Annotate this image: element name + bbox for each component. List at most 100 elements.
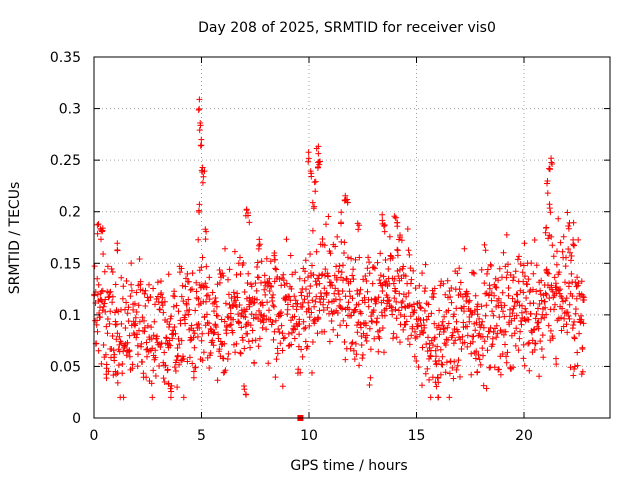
- data-point: [144, 346, 151, 353]
- data-point: [193, 279, 200, 286]
- data-point: [309, 199, 316, 206]
- data-point: [132, 320, 139, 327]
- data-point: [225, 350, 232, 357]
- data-point: [226, 301, 233, 308]
- data-point: [471, 270, 478, 277]
- data-point: [200, 173, 207, 180]
- data-point: [458, 346, 465, 352]
- data-point: [486, 328, 493, 335]
- data-point: [559, 248, 566, 255]
- data-point: [519, 302, 525, 309]
- data-point: [574, 274, 581, 281]
- data-point: [377, 250, 384, 257]
- data-point: [245, 270, 252, 277]
- data-point: [567, 249, 573, 256]
- data-point: [446, 370, 453, 377]
- data-point: [167, 315, 174, 322]
- data-point: [555, 287, 562, 294]
- data-point: [394, 246, 401, 253]
- data-point: [299, 299, 306, 306]
- data-point: [280, 271, 287, 278]
- data-point: [213, 324, 220, 330]
- data-point: [453, 366, 460, 373]
- data-point: [99, 287, 106, 294]
- data-point: [512, 342, 519, 349]
- data-point: [490, 312, 497, 319]
- data-point: [244, 280, 251, 286]
- data-point: [454, 270, 461, 277]
- data-point: [446, 394, 453, 401]
- data-point: [178, 293, 185, 300]
- data-point: [437, 326, 444, 333]
- data-point: [221, 340, 228, 347]
- data-point: [309, 297, 316, 304]
- data-point: [143, 339, 150, 346]
- data-point: [528, 260, 535, 267]
- data-point: [219, 270, 226, 277]
- data-point: [474, 301, 481, 308]
- data-point: [105, 294, 112, 301]
- data-point: [261, 286, 268, 293]
- data-point: [423, 316, 430, 323]
- data-point: [477, 361, 484, 368]
- data-point: [218, 316, 225, 323]
- data-point: [303, 286, 309, 293]
- data-point: [390, 335, 396, 342]
- data-point: [497, 371, 504, 378]
- data-point: [464, 343, 471, 350]
- data-point: [565, 225, 572, 232]
- data-point: [516, 253, 522, 260]
- data-point: [186, 306, 193, 313]
- data-point: [178, 265, 185, 272]
- data-point: [482, 247, 489, 254]
- data-point: [114, 240, 121, 247]
- data-point: [316, 307, 323, 314]
- data-point: [159, 302, 166, 309]
- data-point: [334, 310, 341, 316]
- data-point: [185, 311, 192, 318]
- data-point: [176, 361, 183, 368]
- data-point: [392, 214, 399, 221]
- data-point: [119, 295, 126, 302]
- data-point: [119, 370, 126, 377]
- data-point: [103, 361, 110, 368]
- data-point: [233, 271, 240, 278]
- data-point: [580, 320, 587, 327]
- data-point: [142, 303, 149, 309]
- data-point: [304, 343, 311, 350]
- data-point: [544, 178, 551, 184]
- data-point: [190, 327, 197, 334]
- data-point: [136, 256, 143, 262]
- data-point: [360, 276, 367, 283]
- data-point: [310, 205, 317, 212]
- data-point: [431, 320, 438, 327]
- data-point: [252, 337, 259, 344]
- data-point: [456, 286, 463, 293]
- data-point: [499, 289, 506, 296]
- data-point: [162, 362, 169, 369]
- data-point: [237, 350, 244, 357]
- data-point: [503, 274, 510, 281]
- data-point: [266, 307, 272, 314]
- data-point: [276, 329, 283, 336]
- data-point: [459, 333, 466, 340]
- data-point: [184, 270, 191, 277]
- data-point: [376, 335, 383, 342]
- data-point: [211, 329, 218, 336]
- data-point: [369, 280, 376, 287]
- data-point: [305, 149, 312, 156]
- data-point: [400, 263, 407, 270]
- data-point: [535, 319, 542, 326]
- data-point: [313, 293, 320, 300]
- data-point: [340, 262, 346, 269]
- data-point: [206, 365, 213, 371]
- data-point: [581, 297, 587, 303]
- data-point: [139, 314, 146, 321]
- data-point: [290, 303, 296, 310]
- data-point: [496, 265, 503, 272]
- data-point: [355, 226, 362, 233]
- data-point: [566, 219, 573, 226]
- data-point: [94, 328, 101, 335]
- data-point: [287, 297, 294, 304]
- data-point: [454, 362, 461, 369]
